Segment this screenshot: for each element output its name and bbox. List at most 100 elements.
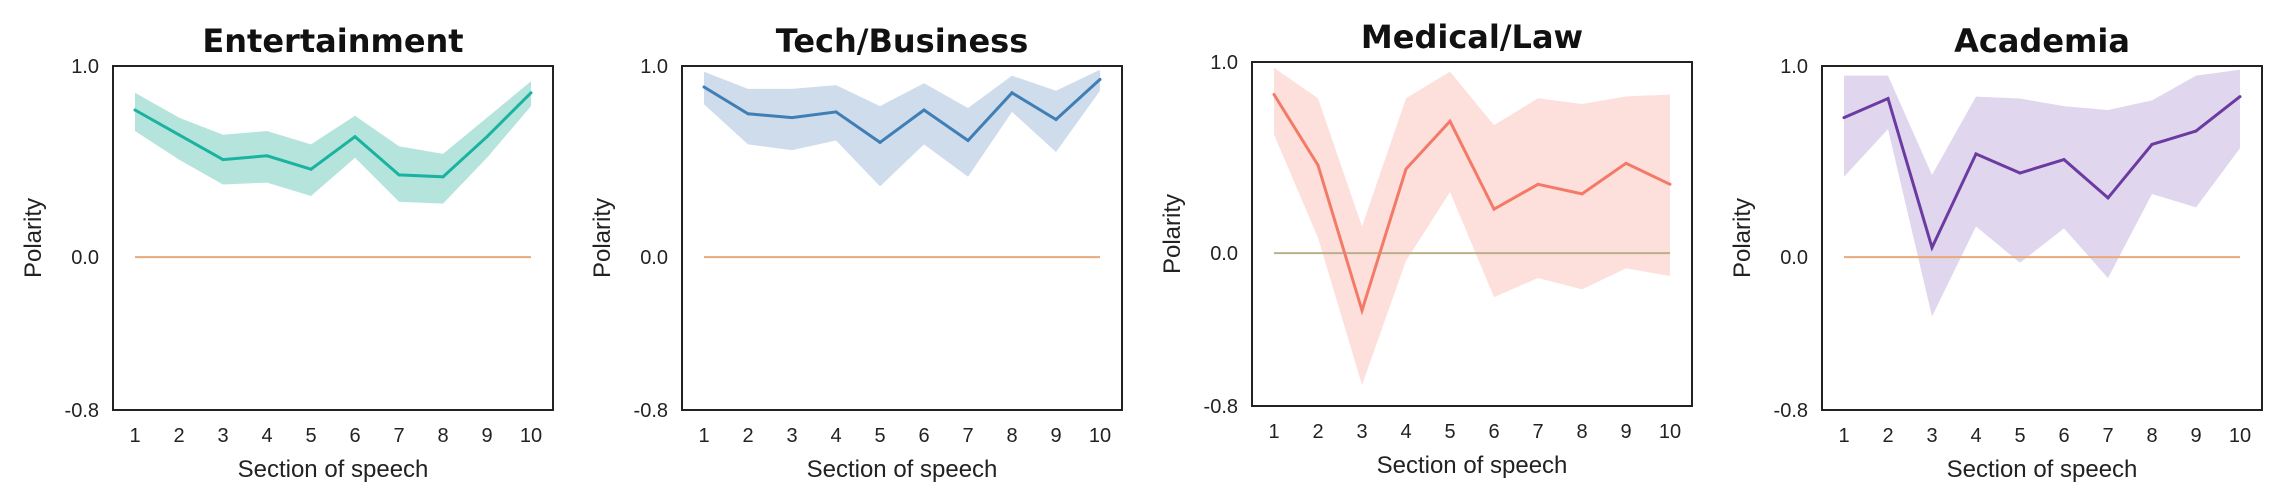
x-tick-label: 10 xyxy=(2229,425,2251,447)
y-tick-label: -0.8 xyxy=(65,400,99,422)
series-line xyxy=(1843,95,2241,252)
data-point xyxy=(1054,118,1058,122)
x-tick-label: 10 xyxy=(1659,421,1681,443)
data-point xyxy=(2194,129,2198,133)
data-point xyxy=(1974,152,1978,156)
chart-panel-2: Tech/Business 1 2 3 4 5 6 7 8 9 10 1.0 0.0 -0.8 Sectio… xyxy=(589,22,1123,483)
x-tick-label: 1 xyxy=(1268,421,1279,443)
y-axis-label: Polarity xyxy=(20,198,47,278)
x-tick-label: 5 xyxy=(2014,425,2025,447)
x-tick-label: 8 xyxy=(2146,425,2157,447)
y-tick-label: 1.0 xyxy=(71,56,99,78)
x-tick-label: 9 xyxy=(1050,425,1061,447)
data-point xyxy=(702,85,706,89)
x-tick-label: 8 xyxy=(1006,425,1017,447)
x-axis-label: Section of speech xyxy=(807,456,998,483)
data-point xyxy=(1010,91,1014,95)
x-tick-label: 6 xyxy=(918,425,929,447)
data-point xyxy=(2106,196,2110,200)
data-point xyxy=(790,116,794,120)
x-tick-label: 8 xyxy=(437,425,448,447)
x-tick-label: 7 xyxy=(2102,425,2113,447)
data-point xyxy=(1316,163,1320,167)
plot-frame xyxy=(1251,61,1693,407)
x-tick-label: 8 xyxy=(1576,421,1587,443)
data-point xyxy=(1580,192,1584,196)
x-tick-label: 4 xyxy=(1970,425,1981,447)
y-tick-label: 1.0 xyxy=(640,56,668,78)
data-point xyxy=(2062,158,2066,162)
x-tick-label: 6 xyxy=(349,425,360,447)
x-axis-label: Section of speech xyxy=(1377,452,1568,479)
data-point xyxy=(221,158,225,162)
x-tick-label: 1 xyxy=(698,425,709,447)
x-tick-label: 2 xyxy=(173,425,184,447)
x-tick-label: 10 xyxy=(520,425,542,447)
x-tick-label: 2 xyxy=(1312,421,1323,443)
x-tick-label: 10 xyxy=(1089,425,1111,447)
x-tick-label: 7 xyxy=(393,425,404,447)
data-point xyxy=(1668,182,1672,186)
data-point xyxy=(2150,142,2154,146)
data-point xyxy=(1360,308,1364,312)
y-tick-label: 1.0 xyxy=(1780,56,1808,78)
chart-title: Entertainment xyxy=(202,22,463,60)
x-tick-label: 4 xyxy=(261,425,272,447)
chart-panel-3: Medical/Law 1 2 3 4 5 6 7 8 9 10 1.0 0.0 -0.8 Section … xyxy=(1159,18,1693,479)
chart-panel-1: Entertainment 1 2 3 4 5 6 7 8 9 10 1.0 0.0 -0.8 Sectio… xyxy=(20,22,554,483)
x-tick-label: 4 xyxy=(1400,421,1411,443)
y-tick-label: 0.0 xyxy=(1210,243,1238,265)
data-point xyxy=(529,91,533,95)
x-tick-label: 3 xyxy=(786,425,797,447)
confidence-band xyxy=(1844,69,2240,317)
data-point xyxy=(2018,171,2022,175)
confidence-band xyxy=(135,81,531,204)
data-point xyxy=(133,108,137,112)
data-point xyxy=(309,167,313,171)
x-tick-label: 9 xyxy=(1620,421,1631,443)
chart-title: Tech/Business xyxy=(776,22,1028,60)
data-point xyxy=(265,154,269,158)
confidence-band xyxy=(1274,67,1670,385)
x-tick-label: 7 xyxy=(962,425,973,447)
confidence-band xyxy=(704,69,1100,187)
data-point xyxy=(1930,246,1934,250)
data-point xyxy=(1492,207,1496,211)
data-point xyxy=(397,173,401,177)
y-tick-label: 0.0 xyxy=(1780,247,1808,269)
x-tick-label: 2 xyxy=(742,425,753,447)
data-point xyxy=(441,175,445,179)
x-tick-label: 6 xyxy=(1488,421,1499,443)
y-tick-label: 0.0 xyxy=(71,247,99,269)
x-tick-label: 3 xyxy=(1356,421,1367,443)
y-tick-label: -0.8 xyxy=(1774,400,1808,422)
y-tick-label: 0.0 xyxy=(640,247,668,269)
data-point xyxy=(1448,119,1452,123)
x-tick-label: 5 xyxy=(874,425,885,447)
data-point xyxy=(1098,77,1102,81)
data-point xyxy=(878,140,882,144)
chart-panel-4: Academia 1 2 3 4 5 6 7 8 9 10 1.0 0.0 -0.8 Section of … xyxy=(1729,22,2263,483)
plot-frame xyxy=(1821,65,2263,411)
y-axis-label: Polarity xyxy=(1729,198,1756,278)
x-tick-label: 5 xyxy=(305,425,316,447)
data-point xyxy=(1624,161,1628,165)
x-tick-label: 6 xyxy=(2058,425,2069,447)
data-point xyxy=(1536,182,1540,186)
data-point xyxy=(966,139,970,143)
x-tick-label: 3 xyxy=(217,425,228,447)
x-tick-label: 4 xyxy=(830,425,841,447)
plot-frame xyxy=(112,65,554,411)
plot-frame xyxy=(681,65,1123,411)
data-point xyxy=(1272,92,1276,96)
x-axis-label: Section of speech xyxy=(238,456,429,483)
data-point xyxy=(922,108,926,112)
x-tick-label: 1 xyxy=(1838,425,1849,447)
x-tick-label: 9 xyxy=(481,425,492,447)
data-point xyxy=(177,133,181,137)
data-point xyxy=(1842,116,1846,120)
series-line xyxy=(134,91,533,179)
x-tick-label: 3 xyxy=(1926,425,1937,447)
x-tick-label: 1 xyxy=(129,425,140,447)
